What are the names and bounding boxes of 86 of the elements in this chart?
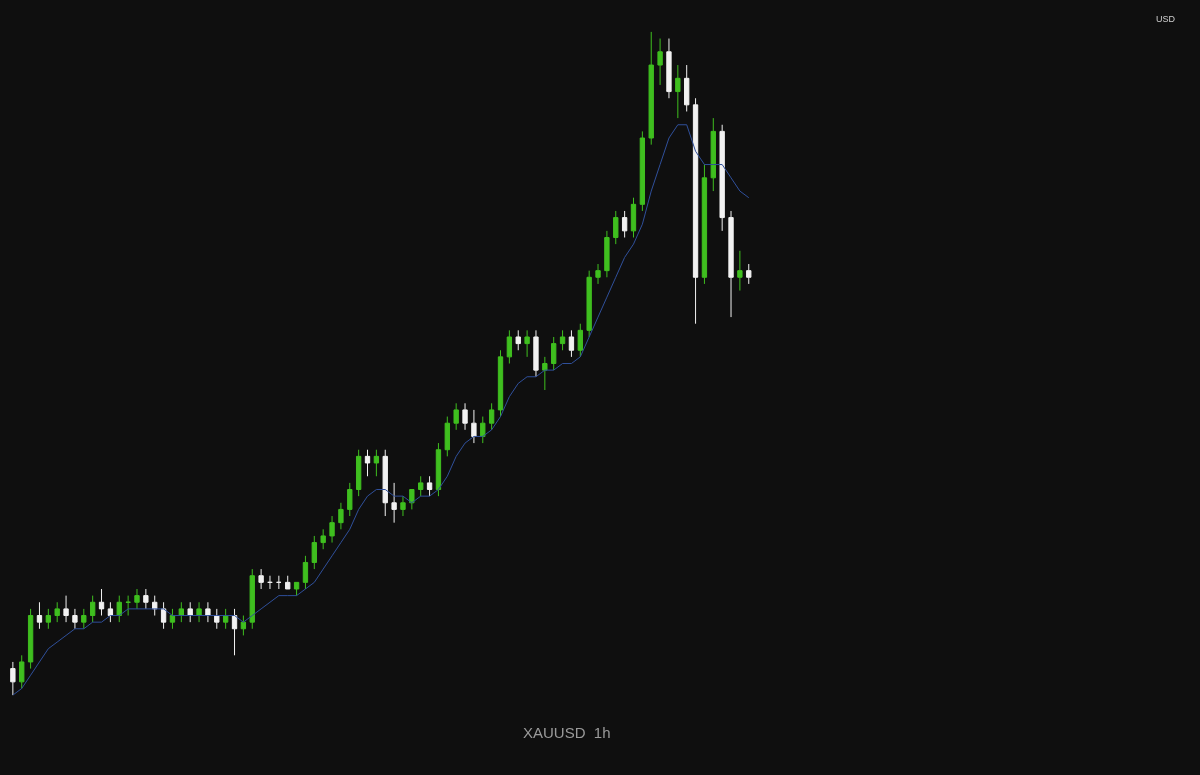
candlestick	[586, 270, 592, 338]
candlestick	[347, 482, 353, 517]
candlestick	[639, 130, 646, 212]
candlestick	[621, 210, 628, 238]
candlestick	[338, 502, 344, 530]
candlestick	[426, 475, 433, 497]
candlestick	[329, 515, 335, 544]
candlestick	[657, 38, 663, 86]
candlestick	[196, 601, 202, 623]
candlestick	[630, 197, 637, 238]
candlestick	[471, 409, 477, 444]
candlestick	[533, 329, 539, 378]
candlestick	[302, 555, 309, 590]
candlestick	[276, 575, 282, 590]
candlestick	[648, 31, 654, 146]
candlestick	[595, 263, 601, 285]
candlestick	[728, 210, 734, 318]
candlestick	[249, 568, 255, 630]
candlestick	[231, 608, 238, 656]
candlestick	[293, 581, 300, 597]
candlestick	[568, 329, 575, 358]
candlestick	[710, 117, 716, 192]
candlestick	[258, 568, 264, 590]
candlestick	[364, 449, 371, 477]
candlestick	[719, 124, 725, 232]
candlestick	[63, 595, 69, 623]
candlestick	[54, 601, 60, 623]
candlestick	[373, 449, 380, 477]
candlestick	[285, 575, 291, 590]
candlestick	[497, 349, 504, 418]
candlestick	[515, 329, 521, 351]
candlestick	[107, 601, 114, 623]
candlestick	[311, 535, 317, 570]
candlestick	[10, 661, 16, 696]
candlestick	[666, 38, 672, 99]
candlestick	[125, 595, 131, 617]
candlestick	[480, 416, 486, 444]
candlestick	[72, 608, 78, 630]
candlestick	[418, 475, 424, 497]
candlestick	[444, 416, 450, 457]
candlestick	[737, 250, 743, 292]
candlestick	[160, 601, 167, 630]
candlestick	[604, 230, 610, 278]
candlestick	[577, 323, 583, 358]
candlestick	[178, 601, 184, 623]
candlestick	[187, 601, 193, 623]
candlestick	[45, 608, 51, 630]
candlestick	[435, 442, 442, 497]
candlestick	[98, 588, 105, 617]
candlestick	[542, 356, 548, 391]
candlestick	[701, 164, 708, 285]
candlestick	[675, 64, 681, 119]
candlestick	[19, 654, 25, 689]
candlestick	[400, 495, 406, 517]
candlestick	[152, 595, 158, 617]
candlestick	[488, 402, 495, 431]
candlestick	[391, 482, 397, 524]
candlestick	[89, 595, 96, 623]
candlestick	[143, 588, 149, 610]
text: USD	[1156, 14, 1176, 24]
candlestick	[409, 489, 415, 510]
candlestick	[240, 615, 247, 636]
candlestick	[692, 97, 699, 325]
candlestick	[267, 575, 273, 590]
candlestick	[524, 329, 530, 358]
candlestick	[355, 449, 362, 497]
candlestick	[222, 608, 229, 630]
candlestick	[382, 449, 388, 517]
candlestick	[205, 601, 211, 623]
candlestick	[36, 601, 43, 630]
candlestick	[506, 329, 513, 364]
candlestick	[559, 329, 566, 351]
candlestick	[214, 608, 220, 630]
candlestick	[27, 608, 34, 670]
candlestick	[462, 402, 468, 431]
candlestick	[81, 608, 87, 630]
candlestick	[551, 336, 557, 371]
candlestick	[169, 608, 176, 630]
candlestick	[116, 595, 122, 623]
candlestick	[320, 528, 326, 550]
candlestick	[134, 588, 140, 610]
text: XAUUSD 1h	[523, 724, 611, 741]
candlestick	[613, 210, 619, 245]
candlestick	[453, 402, 459, 431]
candlestick	[684, 64, 690, 112]
candlestick	[746, 263, 752, 285]
